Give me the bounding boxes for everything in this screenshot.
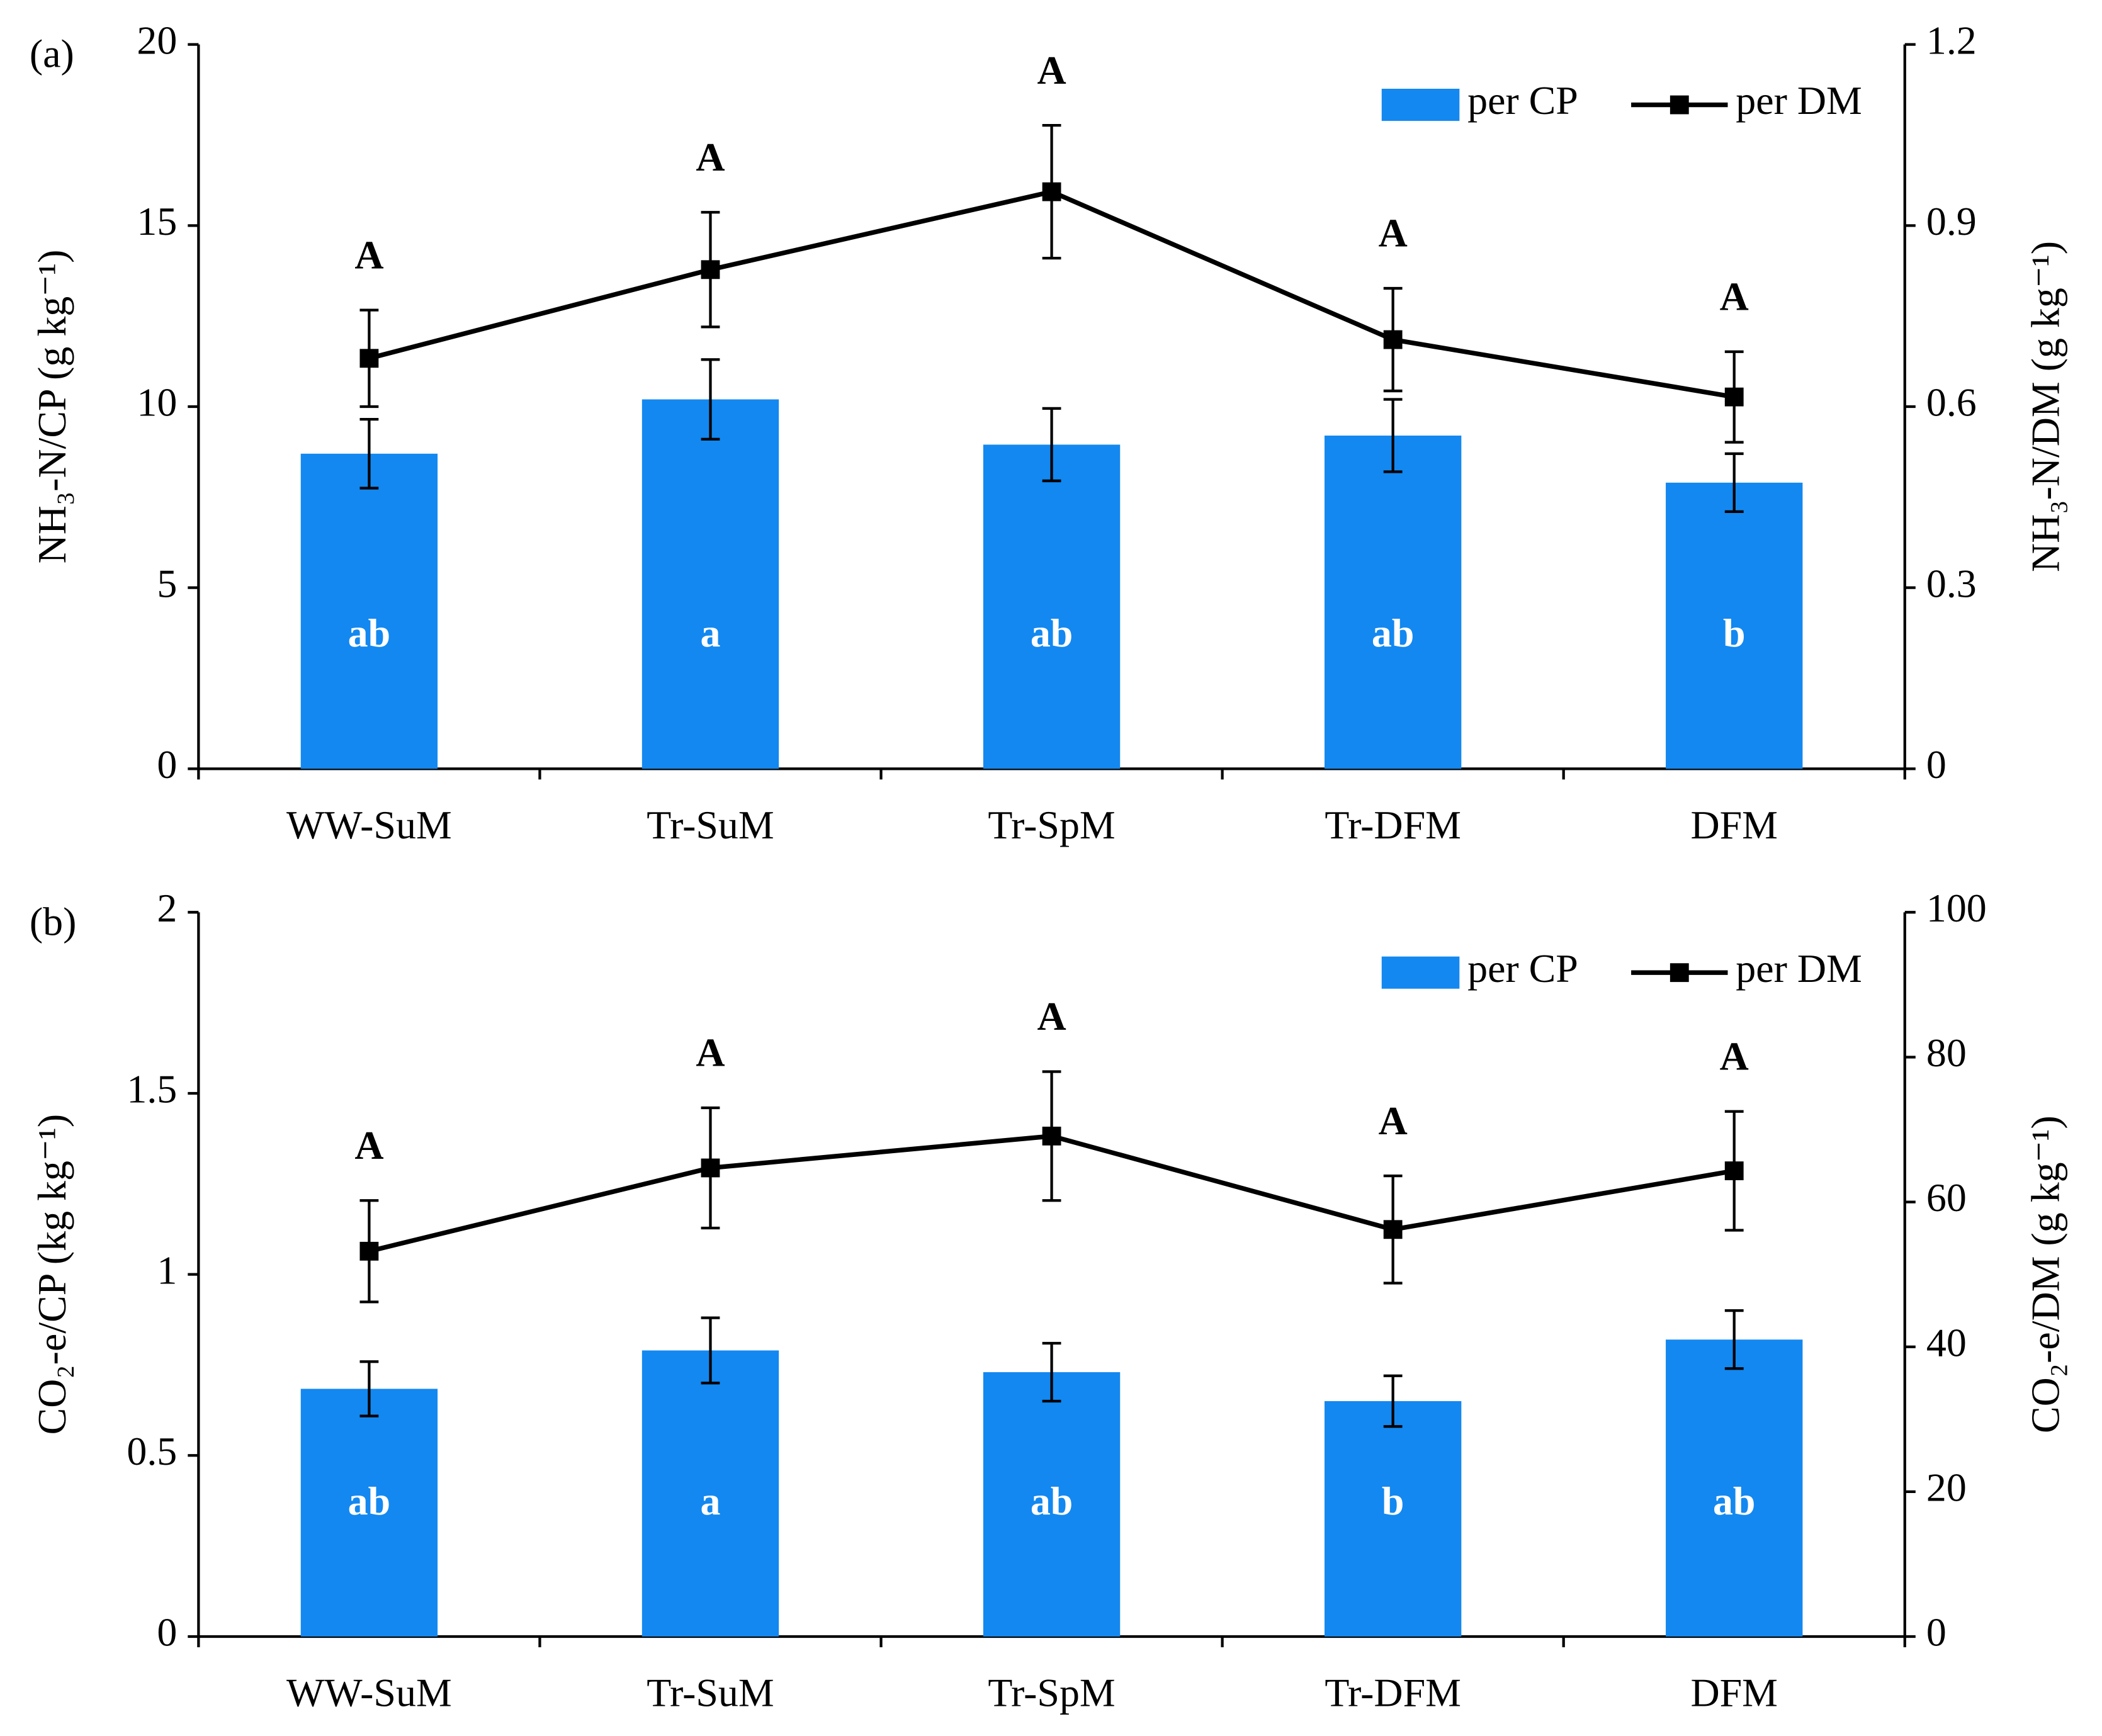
marker [1724,387,1744,407]
error-bar [701,1316,720,1385]
line-letter: A [1720,274,1749,318]
x-tick-label: Tr-SuM [647,1671,774,1715]
bar-letter: a [701,1479,721,1523]
bar [983,1372,1121,1637]
bar [1324,436,1462,769]
line-letter: A [696,1030,725,1075]
panel-label: (a) [30,31,74,76]
bar [983,444,1121,769]
line-letter: A [1720,1034,1749,1078]
error-bar [1042,407,1061,483]
error-bar [1383,398,1403,473]
y-axis-label: NH₃-N/CP (g kg⁻¹) [30,250,74,564]
y2-tick-label: 0.9 [1926,199,1977,244]
legend-label: per CP [1467,946,1578,991]
bar-letter: ab [348,611,390,655]
error-bar [1724,1309,1744,1370]
error-bar [1042,1341,1061,1403]
y-tick-label: 20 [137,18,177,62]
legend-label: per DM [1736,78,1862,123]
error-bar [1383,1374,1403,1428]
y-tick-label: 10 [137,380,177,425]
bar [641,1350,779,1637]
marker [701,260,720,279]
y2-tick-label: 80 [1926,1030,1967,1075]
bar-letter: ab [348,1479,390,1523]
line-letter: A [1037,994,1066,1039]
y2-tick-label: 40 [1926,1320,1967,1365]
legend-marker [1670,963,1689,983]
y2-tick-label: 60 [1926,1175,1967,1220]
y2-tick-label: 0.6 [1926,380,1977,425]
bar [300,1389,438,1637]
x-tick-label: DFM [1690,1671,1778,1715]
line-letter: A [696,135,725,179]
line-letter: A [354,232,383,277]
y-tick-label: 15 [137,199,177,244]
y-tick-label: 0 [157,1610,177,1655]
y-tick-label: 0 [157,742,177,787]
bar [1666,1339,1803,1637]
line-letter: A [354,1123,383,1168]
line-letter: A [1037,48,1066,93]
x-tick-label: Tr-DFM [1325,803,1461,847]
error-bar [701,358,720,441]
x-tick-label: Tr-SpM [988,1671,1115,1715]
y-tick-label: 1 [157,1248,177,1292]
x-tick-label: Tr-SpM [988,803,1115,847]
y-tick-label: 1.5 [127,1067,177,1112]
y2-tick-label: 20 [1926,1465,1967,1510]
legend-swatch [1381,88,1460,121]
error-bar [359,1360,379,1418]
legend-label: per DM [1736,946,1862,991]
legend-label: per CP [1467,78,1578,123]
marker [359,349,379,368]
x-tick-label: DFM [1690,803,1778,847]
error-bar [359,418,379,490]
bar [300,453,438,769]
marker [1724,1161,1744,1181]
marker [1383,330,1403,349]
y2-axis-label: CO₂-e/DM (g kg⁻¹) [2023,1115,2068,1433]
error-bar [1724,452,1744,513]
bar [641,399,779,769]
bar-letter: ab [1031,611,1073,655]
legend-swatch [1381,956,1460,989]
y-tick-label: 2 [157,886,177,930]
y-axis-label: CO₂-e/CP (kg kg⁻¹) [30,1114,74,1434]
marker [1042,182,1061,201]
bar-letter: b [1382,1479,1404,1523]
bar [1324,1401,1462,1637]
bar-letter: ab [1713,1479,1756,1523]
line-letter: A [1379,1098,1408,1143]
y2-tick-label: 1.2 [1926,18,1977,62]
bar-letter: a [701,611,721,655]
marker [701,1158,720,1178]
bar-letter: ab [1372,611,1415,655]
marker [359,1241,379,1261]
panel-label: (b) [30,899,77,944]
x-tick-label: WW-SuM [286,1671,452,1715]
marker [1383,1220,1403,1239]
y-tick-label: 5 [157,561,177,606]
y2-tick-label: 0.3 [1926,561,1977,606]
legend-marker [1670,95,1689,115]
y2-tick-label: 0 [1926,742,1947,787]
line-letter: A [1379,211,1408,256]
y2-tick-label: 0 [1926,1610,1947,1655]
y2-axis-label: NH₃-N/DM (g kg⁻¹) [2023,241,2068,572]
bar-letter: ab [1031,1479,1073,1523]
x-tick-label: Tr-DFM [1325,1671,1461,1715]
y-tick-label: 0.5 [127,1429,177,1474]
y2-tick-label: 100 [1926,886,1987,930]
marker [1042,1126,1061,1146]
x-tick-label: WW-SuM [286,803,452,847]
bar-letter: b [1723,611,1746,655]
x-tick-label: Tr-SuM [647,803,774,847]
bar [1666,482,1803,769]
